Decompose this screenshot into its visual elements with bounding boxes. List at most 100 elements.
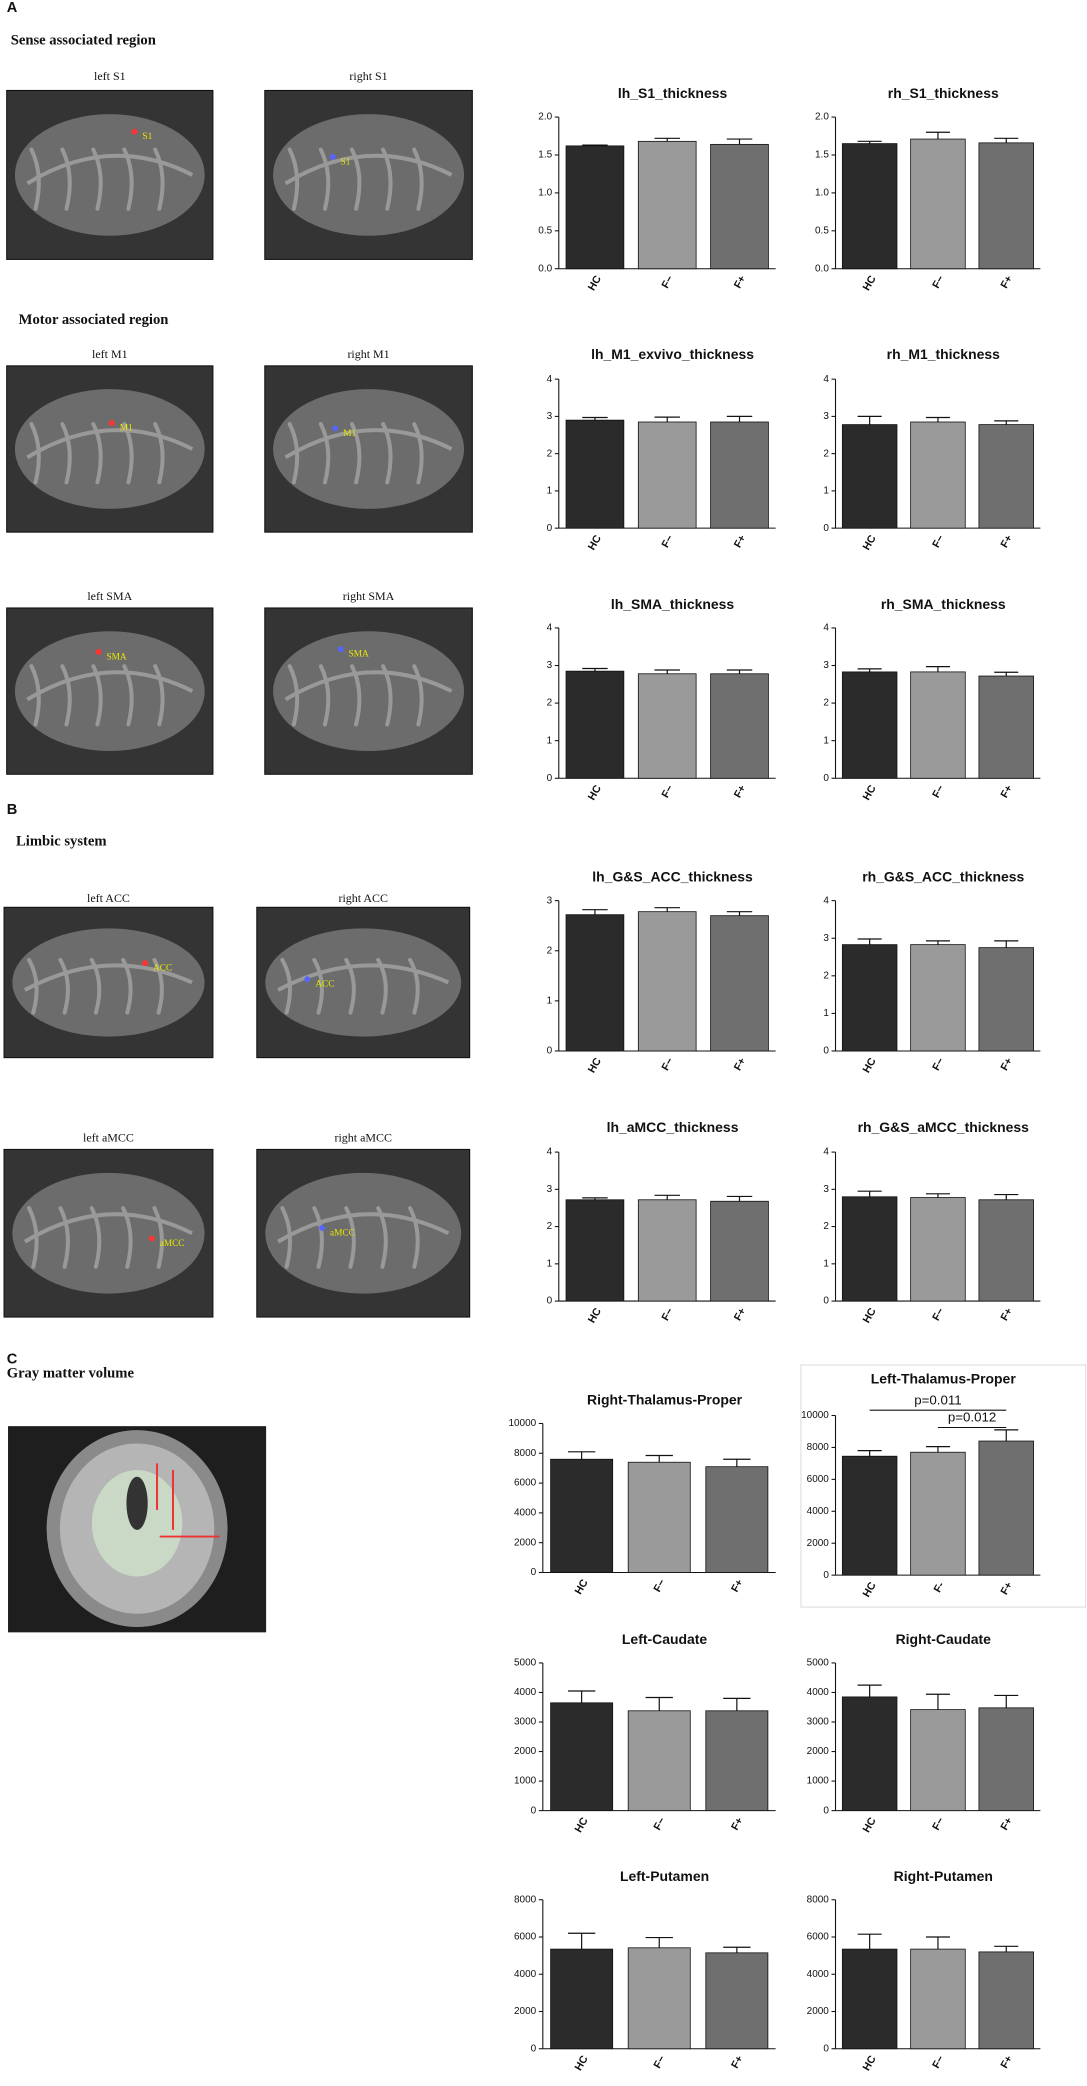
x-tick-label: HC: [861, 1056, 879, 1076]
y-tick-label: 5000: [807, 1658, 830, 1669]
bar: [565, 419, 625, 529]
error-bar: [925, 1693, 950, 1710]
y-tick-label: 2: [547, 1221, 553, 1232]
y-tick-label: 0: [823, 773, 829, 784]
error-bar: [582, 144, 608, 146]
image-label: aMCC: [330, 1228, 355, 1238]
brain-sulcus: [23, 1212, 193, 1244]
brain-sulcus: [318, 664, 331, 727]
x-tick-label: HC: [586, 1306, 604, 1326]
bar: [910, 1197, 966, 1302]
x-tick-label: F+: [999, 274, 1016, 291]
x-tick-label: HC: [586, 783, 604, 803]
bar: [910, 944, 966, 1052]
region-marker: [332, 425, 339, 432]
y-tick-label: 8000: [807, 1894, 830, 1905]
bar: [637, 673, 697, 779]
y-tick-label: 6000: [807, 1474, 830, 1485]
x-tick-label: HC: [861, 783, 879, 803]
error-bar: [726, 911, 753, 916]
error-bar: [994, 671, 1019, 677]
x-tick-label: HC: [861, 533, 879, 553]
brain-sulcus: [89, 957, 102, 1015]
x-tick-label: F+: [999, 1580, 1016, 1597]
x-tick-label: F−: [930, 1816, 947, 1833]
y-tick-label: 4: [547, 374, 553, 385]
y-tick-label: 8000: [514, 1894, 537, 1905]
x-tick-label: F−: [660, 533, 677, 550]
bar: [978, 1951, 1034, 2050]
brain-sulcus: [91, 422, 103, 485]
x-tick-label: HC: [573, 2053, 591, 2073]
y-tick-label: 3: [547, 1184, 553, 1195]
image-title: left aMCC: [83, 1131, 134, 1145]
brain-sulcus: [344, 1206, 356, 1269]
brain-sulcus: [26, 153, 194, 186]
bar: [841, 1696, 898, 1812]
y-tick-label: 8000: [807, 1442, 830, 1453]
y-tick-label: 2000: [807, 2006, 830, 2017]
y-tick-label: 0: [823, 1805, 829, 1816]
x-tick-label: F−: [930, 783, 947, 800]
x-tick-label: HC: [586, 533, 604, 553]
y-tick-label: 0: [547, 1046, 553, 1057]
bar: [637, 421, 697, 529]
error-bar: [582, 909, 608, 915]
brain-sulcus: [152, 1206, 164, 1269]
brain-surface: [12, 928, 205, 1037]
x-tick-label: HC: [861, 2053, 879, 2073]
brain-sulcus: [89, 1206, 102, 1269]
chart-title: rh_SMA_thickness: [881, 596, 1006, 612]
y-tick-label: 0: [823, 1296, 829, 1307]
chart-title: Right-Putamen: [894, 1868, 993, 1884]
brain-sulcus: [381, 147, 393, 211]
chart-title: lh_G&S_ACC_thickness: [592, 869, 753, 885]
bar: [978, 1440, 1034, 1576]
error-bar: [857, 668, 882, 672]
bar: [978, 675, 1034, 779]
bar: [841, 944, 898, 1052]
chart-title: rh_G&S_ACC_thickness: [862, 869, 1024, 885]
y-tick-label: 0: [547, 523, 553, 534]
x-tick-label: F−: [930, 274, 947, 291]
error-bar: [857, 140, 882, 144]
brain-sulcus: [58, 1206, 70, 1269]
image-title: left S1: [94, 69, 126, 83]
brain-surface: [273, 114, 465, 236]
y-tick-label: 10000: [801, 1410, 829, 1421]
y-tick-label: 2: [823, 698, 829, 709]
bar: [910, 138, 966, 270]
y-tick-label: 2000: [807, 1538, 830, 1549]
brain-sulcus: [26, 428, 194, 460]
bar: [841, 143, 898, 270]
y-tick-label: 1: [823, 1258, 829, 1269]
y-tick-label: 3: [547, 411, 553, 422]
error-bar: [645, 1696, 673, 1711]
chart-title: Left-Caudate: [622, 1631, 708, 1647]
y-tick-label: 0: [531, 1805, 537, 1816]
brain-sulcus: [412, 422, 424, 485]
x-tick-label: F−: [652, 1816, 669, 1833]
brain-sulcus: [344, 957, 356, 1015]
error-bar: [925, 940, 950, 945]
error-bar: [645, 1936, 673, 1948]
image-title: left M1: [92, 347, 128, 361]
section-title: Sense associated region: [11, 33, 156, 49]
y-tick-label: 0: [531, 1567, 537, 1578]
image-label: ACC: [315, 980, 334, 990]
image-label: aMCC: [160, 1239, 185, 1249]
y-tick-label: 2: [547, 698, 553, 709]
y-tick-label: 3000: [514, 1717, 537, 1728]
brain-sulcus: [122, 147, 134, 211]
y-tick-label: 4: [547, 1147, 553, 1158]
x-tick-label: F+: [729, 2054, 746, 2071]
brain-sulcus: [381, 664, 393, 727]
y-tick-label: 1.0: [538, 188, 552, 199]
bar: [910, 1451, 966, 1576]
bar: [550, 1948, 614, 2050]
y-tick-label: 2: [823, 1221, 829, 1232]
image-title: left ACC: [87, 891, 130, 905]
image-title: right M1: [347, 347, 389, 361]
section-title: Motor associated region: [19, 312, 169, 328]
image-label: M1: [343, 429, 356, 439]
